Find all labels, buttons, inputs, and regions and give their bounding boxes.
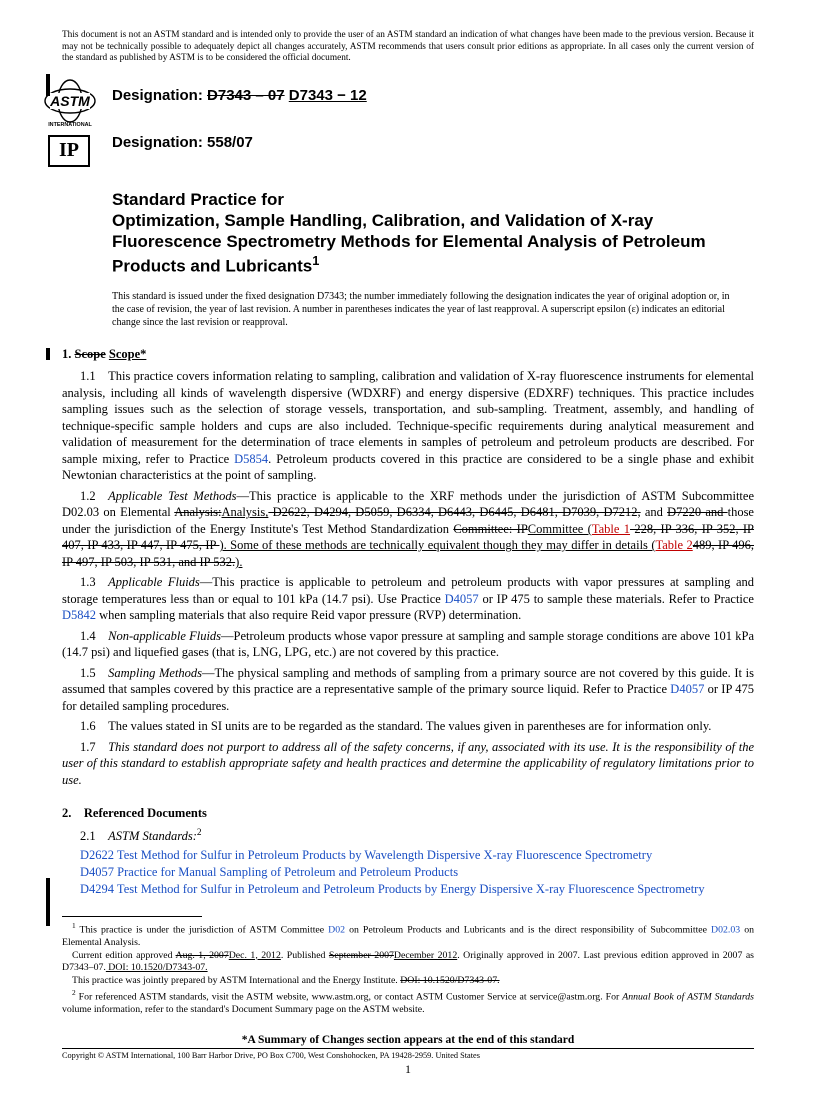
disclaimer-text: This document is not an ASTM standard an… — [62, 30, 754, 65]
link-d5842[interactable]: D5842 — [62, 608, 96, 622]
para-1-6: 1.6 The values stated in SI units are to… — [62, 718, 754, 735]
issuance-note: This standard is issued under the fixed … — [112, 290, 734, 329]
para-1-5: 1.5 Sampling Methods—The physical sampli… — [62, 665, 754, 715]
para-2-1: 2.1 ASTM Standards:2 — [62, 827, 754, 845]
summary-of-changes: *A Summary of Changes section appears at… — [62, 1034, 754, 1046]
ref-d4294[interactable]: D4294 Test Method for Sulfur in Petroleu… — [80, 881, 754, 898]
link-table-2[interactable]: Table 2 — [656, 538, 693, 552]
astm-designation: Designation: D7343 – 07 D7343 − 12 — [112, 87, 754, 104]
para-1-3: 1.3 Applicable Fluids—This practice is a… — [62, 574, 754, 624]
para-1-2: 1.2 Applicable Test Methods—This practic… — [62, 488, 754, 571]
ref-d2622[interactable]: D2622 Test Method for Sulfur in Petroleu… — [80, 847, 754, 864]
footnote-rule — [62, 916, 202, 917]
page-number: 1 — [62, 1062, 754, 1077]
svg-text:INTERNATIONAL: INTERNATIONAL — [48, 122, 92, 127]
link-d02-03[interactable]: D02.03 — [711, 924, 740, 935]
change-bar — [46, 74, 50, 96]
link-d4057[interactable]: D4057 — [445, 592, 479, 606]
copyright-rule — [62, 1048, 754, 1049]
section-1-heading: 1. Scope Scope* — [62, 347, 754, 362]
old-designation: D7343 – 07 — [207, 87, 285, 104]
link-d4057-b[interactable]: D4057 — [670, 682, 704, 696]
new-designation: D7343 − 12 — [289, 87, 367, 104]
footnotes: 1 This practice is under the jurisdictio… — [62, 921, 754, 1017]
section-2-heading: 2. Referenced Documents — [62, 806, 754, 821]
header-block: ASTM INTERNATIONAL IP Designation: D7343… — [62, 79, 754, 167]
astm-logo: ASTM INTERNATIONAL — [44, 79, 96, 127]
para-1-4: 1.4 Non-applicable Fluids—Petroleum prod… — [62, 628, 754, 661]
para-1-7: 1.7 This standard does not purport to ad… — [62, 739, 754, 789]
svg-text:ASTM: ASTM — [49, 93, 90, 109]
change-bar — [46, 878, 50, 926]
document-title: Standard Practice for Optimization, Samp… — [112, 189, 754, 277]
ip-logo: IP — [48, 135, 90, 167]
reference-list: D2622 Test Method for Sulfur in Petroleu… — [80, 847, 754, 898]
link-d02[interactable]: D02 — [328, 924, 345, 935]
para-1-1: 1.1 This practice covers information rel… — [62, 368, 754, 484]
ref-d4057[interactable]: D4057 Practice for Manual Sampling of Pe… — [80, 864, 754, 881]
link-d5854[interactable]: D5854 — [234, 452, 268, 466]
change-bar — [46, 348, 50, 360]
ip-designation: Designation: 558/07 — [112, 134, 754, 151]
link-table-1[interactable]: Table 1 — [592, 522, 630, 536]
